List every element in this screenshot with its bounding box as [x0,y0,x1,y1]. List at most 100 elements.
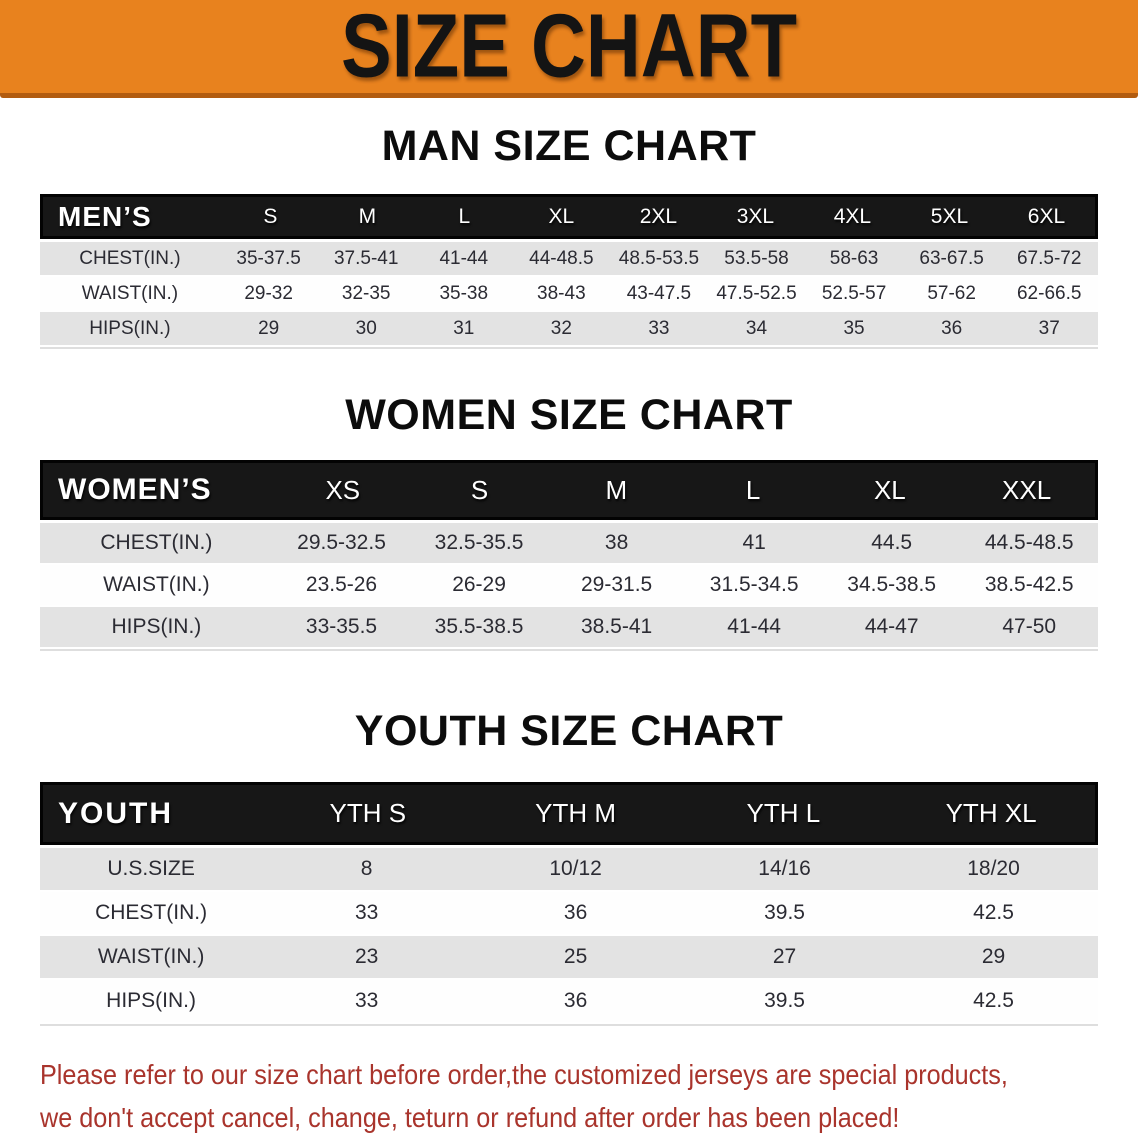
women-table-header: WOMEN’S XS S M L XL XXL [40,460,1098,520]
size-value-cell: 35-37.5 [236,247,301,269]
men-column-header-5xl: 5XL [930,204,969,228]
size-value-cell: 23.5-26 [305,573,378,596]
size-value-cell: 42.5 [973,989,1014,1012]
size-value-cell: 33-35.5 [305,615,378,638]
disclaimer-line-2: we don't accept cancel, change, teturn o… [40,1102,900,1134]
row-label: HIPS(IN.) [89,317,171,339]
row-label: U.S.SIZE [107,857,195,880]
row-label: CHEST(IN.) [95,901,208,924]
women-column-header-s: S [470,474,489,505]
men-column-header-2xl: 2XL [639,204,678,228]
youth-table-header: YOUTH YTH S YTH M YTH L YTH XL [40,782,1098,845]
youth-row-hips-in: HIPS(IN.) 33 36 39.5 42.5 [40,980,1098,1024]
size-value-cell: 35.5-38.5 [434,615,524,638]
size-value-cell: 25 [563,945,588,968]
men-table-header: MEN’S S M L XL 2XL 3XL 4XL 5XL 6XL [40,194,1098,239]
size-value-cell: 35 [843,317,865,339]
youth-section: YOUTH SIZE CHART YOUTH YTH S YTH M YTH L YTH… [0,707,1138,1026]
size-value-cell: 57-62 [927,282,976,304]
women-section-title: WOMEN SIZE CHART [345,391,793,439]
size-value-cell: 44-48.5 [529,247,594,269]
size-value-cell: 29.5-32.5 [297,531,386,554]
banner-title: SIZE CHART [341,0,797,97]
men-column-header-3xl: 3XL [736,204,775,228]
size-value-cell: 32-35 [341,282,391,304]
size-value-cell: 29 [981,945,1006,968]
size-value-cell: 47.5-52.5 [716,282,797,304]
size-value-cell: 32 [550,317,572,339]
size-value-cell: 23 [354,945,379,968]
youth-size-table: YOUTH YTH S YTH M YTH L YTH XL U.S.SIZE 8 10/12… [40,782,1098,1026]
women-table-header-label: WOMEN’S [58,473,212,506]
size-value-cell: 63-67.5 [919,247,984,269]
size-value-cell: 44.5 [871,531,913,554]
men-row-hips-in: HIPS(IN.) 29 30 31 32 33 34 35 36 37 [40,312,1098,347]
men-column-header-4xl: 4XL [833,204,872,228]
size-value-cell: 35-38 [439,282,489,304]
women-row-hips-in: HIPS(IN.) 33-35.5 35.5-38.5 38.5-41 41-44 44-… [40,607,1098,649]
size-value-cell: 30 [355,317,377,339]
women-row-waist-in: WAIST(IN.) 23.5-26 26-29 29-31.5 31.5-34.5 34… [40,565,1098,607]
women-column-header-m: M [605,474,628,505]
size-value-cell: 27 [772,945,797,968]
women-section: WOMEN SIZE CHART WOMEN’S XS S M L XL XXL CHEST(… [0,391,1138,651]
size-value-cell: 37 [1038,317,1060,339]
women-size-table: WOMEN’S XS S M L XL XXL CHEST(IN.) 29.5-32.5 32.5… [40,460,1098,651]
youth-row-chest-in: CHEST(IN.) 33 36 39.5 42.5 [40,892,1098,936]
size-value-cell: 33 [354,989,379,1012]
size-value-cell: 44-47 [864,615,919,638]
size-value-cell: 33 [648,317,670,339]
men-column-header-s: S [263,204,278,228]
size-value-cell: 32.5-35.5 [434,531,524,554]
size-value-cell: 67.5-72 [1016,247,1082,269]
size-value-cell: 29 [258,317,280,339]
row-label: CHEST(IN.) [100,531,213,554]
row-label: HIPS(IN.) [106,989,196,1012]
youth-column-header-yth-s: YTH S [329,798,407,828]
men-table-header-label: MEN’S [58,200,152,232]
size-value-cell: 52.5-57 [821,282,887,304]
men-row-chest-in: CHEST(IN.) 35-37.5 37.5-41 41-44 44-48.5 48.5… [40,242,1098,277]
size-value-cell: 33 [354,901,379,924]
size-value-cell: 18/20 [967,857,1020,880]
men-column-header-m: M [358,204,377,228]
men-column-header-6xl: 6XL [1027,204,1066,228]
men-section-title: MAN SIZE CHART [381,122,757,170]
youth-column-header-yth-xl: YTH XL [945,798,1037,828]
charts-container: MAN SIZE CHART MEN’S S M L XL 2XL 3XL 4XL 5XL 6XL… [0,122,1138,1026]
size-value-cell: 38.5-41 [580,615,653,638]
size-value-cell: 38 [604,531,629,554]
men-section: MAN SIZE CHART MEN’S S M L XL 2XL 3XL 4XL 5XL 6XL… [0,122,1138,349]
row-label: WAIST(IN.) [81,282,179,304]
women-table-body: CHEST(IN.) 29.5-32.5 32.5-35.5 38 41 44.5 44.5… [40,523,1098,651]
size-value-cell: 31 [453,317,475,339]
youth-table-header-label: YOUTH [58,796,173,830]
size-value-cell: 53.5-58 [724,247,789,269]
size-value-cell: 47-50 [1002,615,1057,638]
size-value-cell: 39.5 [764,901,805,924]
disclaimer-text: Please refer to our size chart before or… [40,1053,1138,1140]
men-size-table: MEN’S S M L XL 2XL 3XL 4XL 5XL 6XL CHEST(IN.) 35-37… [40,194,1098,349]
size-value-cell: 26-29 [452,573,506,596]
size-value-cell: 10/12 [549,857,602,880]
size-value-cell: 39.5 [764,989,805,1012]
row-label: WAIST(IN.) [97,945,205,968]
size-value-cell: 41-44 [439,247,489,269]
row-label: CHEST(IN.) [79,247,181,269]
men-table-body: CHEST(IN.) 35-37.5 37.5-41 41-44 44-48.5 48.5… [40,242,1098,349]
men-column-header-xl: XL [548,204,575,228]
youth-column-header-yth-m: YTH M [535,798,616,828]
size-value-cell: 41-44 [727,615,781,638]
youth-section-title: YOUTH SIZE CHART [354,707,784,755]
youth-row-u-s-size: U.S.SIZE 8 10/12 14/16 18/20 [40,848,1098,892]
youth-table-body: U.S.SIZE 8 10/12 14/16 18/20 CHEST(IN.) 33 36 39… [40,848,1098,1026]
disclaimer-line-1: Please refer to our size chart before or… [40,1059,1008,1090]
size-value-cell: 43-47.5 [626,282,692,304]
size-value-cell: 42.5 [973,901,1014,924]
size-value-cell: 29-32 [244,282,293,304]
size-value-cell: 29-31.5 [580,573,653,596]
men-row-waist-in: WAIST(IN.) 29-32 32-35 35-38 38-43 43-47.5 47.… [40,277,1098,312]
size-value-cell: 34.5-38.5 [847,573,937,596]
size-value-cell: 36 [563,901,588,924]
